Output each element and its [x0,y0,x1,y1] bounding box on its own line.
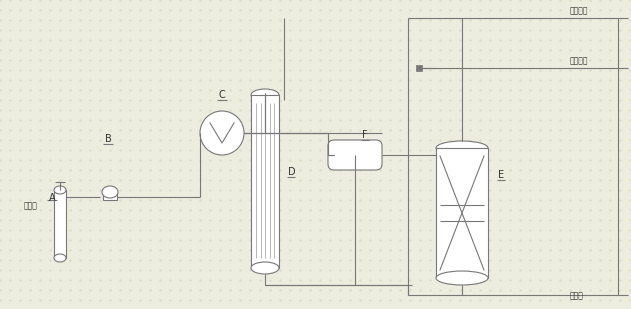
Bar [436,148,488,278]
Bar [251,95,279,268]
Ellipse shape [251,89,279,101]
Circle shape [200,111,244,155]
Bar [103,192,117,200]
Ellipse shape [54,186,66,194]
Text: A: A [49,193,56,203]
Text: 外输蒸气: 外输蒸气 [570,6,589,15]
Text: 甲烷气: 甲烷气 [570,291,584,300]
Text: D: D [288,167,296,177]
Text: F: F [362,130,368,140]
Text: E: E [498,170,504,180]
Text: 锅炉给水: 锅炉给水 [570,56,589,65]
Ellipse shape [54,254,66,262]
Ellipse shape [251,262,279,274]
Text: C: C [218,90,225,100]
Ellipse shape [102,186,118,198]
Bar [54,190,66,258]
Ellipse shape [436,271,488,285]
Text: 原料气: 原料气 [24,201,38,210]
FancyBboxPatch shape [328,140,382,170]
Ellipse shape [436,141,488,155]
Text: B: B [105,134,112,144]
Bar [416,65,422,71]
